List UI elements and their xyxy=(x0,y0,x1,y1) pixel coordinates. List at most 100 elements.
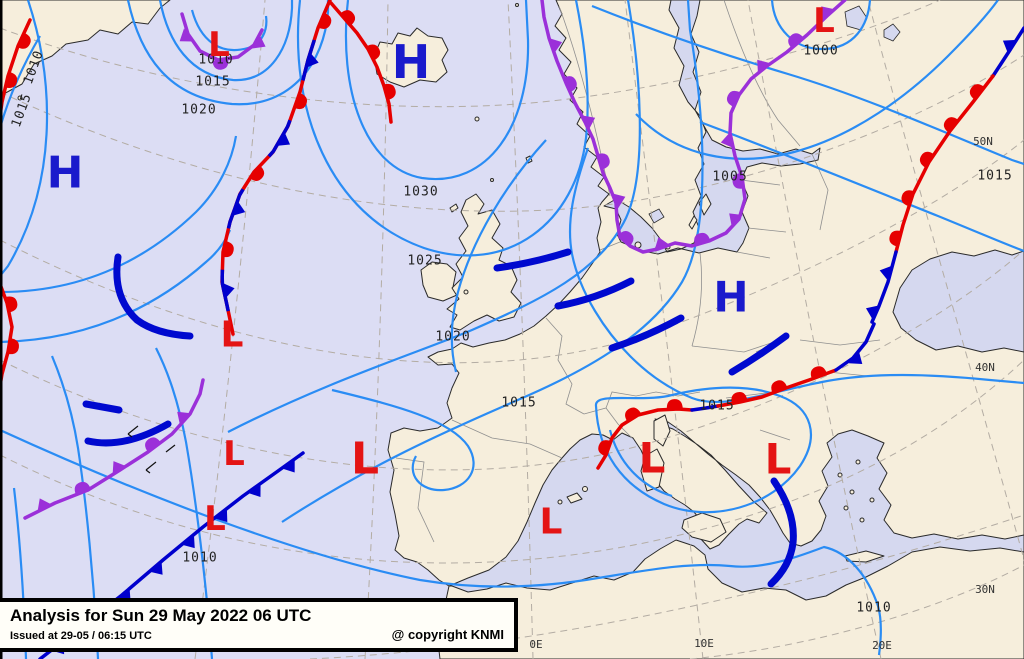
front-symbol-semi xyxy=(318,12,332,29)
front-symbol-semi xyxy=(340,10,356,26)
front-symbol-tri xyxy=(222,282,235,299)
graticule-label: 20E xyxy=(872,639,892,652)
pressure-center-l: L xyxy=(221,315,244,356)
front-symbol-semi xyxy=(625,407,641,422)
front-symbol-tri xyxy=(612,193,626,209)
front-symbol-semi xyxy=(249,165,265,181)
front-symbol-semi xyxy=(563,76,577,93)
front-symbol-semi xyxy=(598,440,611,457)
front-symbol-semi xyxy=(694,232,711,246)
isobar-value-label: 1010 xyxy=(182,551,217,566)
front-symbol-tri xyxy=(149,561,163,575)
front-symbol-semi xyxy=(618,230,634,246)
front-symbol-tri xyxy=(247,483,261,498)
island-orkney xyxy=(490,178,494,182)
front-symbol-semi xyxy=(788,33,804,49)
isobar-value-label: 1030 xyxy=(403,185,438,200)
analysis-title: Analysis for Sun 29 May 2022 06 UTC xyxy=(10,606,312,625)
island-faroe xyxy=(474,116,480,122)
front-po-cold xyxy=(690,404,720,412)
pressure-center-l: L xyxy=(204,499,226,539)
isobar-value-label: 1005 xyxy=(712,170,747,185)
analysis-info-box: Analysis for Sun 29 May 2022 06 UTC Issu… xyxy=(0,598,518,652)
isobar-value-label: 1015 xyxy=(195,75,230,90)
front-symbol-semi xyxy=(383,83,396,100)
front-symbol-tri xyxy=(848,350,863,365)
front-symbol-semi xyxy=(969,84,985,100)
graticule-label: 10E xyxy=(694,637,714,650)
front-symbol-semi xyxy=(145,437,161,453)
front-symbol-semi xyxy=(726,90,741,107)
pressure-center-l: L xyxy=(540,502,563,543)
front-symbol-tri xyxy=(549,38,563,54)
sea-baltic xyxy=(603,0,821,255)
isobar-value-label: 1020 xyxy=(181,103,216,118)
front-symbol-tri xyxy=(177,411,191,426)
pressure-center-l: L xyxy=(813,1,835,41)
land-greenland xyxy=(0,0,171,97)
front-symbol-tri xyxy=(581,115,596,130)
front-symbol-tri xyxy=(306,52,319,68)
isobar-value-label: 1020 xyxy=(435,330,470,345)
isobar-value-label: 1000 xyxy=(803,44,838,59)
graticule-label: 0E xyxy=(529,638,542,651)
graticule-label: 50N xyxy=(973,135,993,148)
island-greenland-skerry xyxy=(17,95,23,101)
graticule-label: 30N xyxy=(975,583,995,596)
island-man xyxy=(463,289,469,295)
front-symbol-tri xyxy=(720,132,734,148)
island-aegean-6 xyxy=(855,459,861,465)
front-symbol-tri xyxy=(865,305,880,321)
map-left-border xyxy=(0,0,3,659)
trough-lines xyxy=(82,248,797,588)
island-ibiza xyxy=(557,499,563,505)
front-east-cold-upper xyxy=(991,26,1024,78)
lake-onega xyxy=(883,23,901,42)
front-symbol-semi xyxy=(366,44,381,61)
pressure-center-l: L xyxy=(639,434,666,483)
island-oland xyxy=(688,215,698,230)
isobar-labels: 1010 1015 1020 1030 1025 1020 1015 1010 1000 1005… xyxy=(9,44,1012,616)
front-symbol-tri xyxy=(252,34,266,49)
lake-vanern xyxy=(648,208,665,224)
island-aegean-5 xyxy=(869,497,875,503)
sea-black xyxy=(892,249,1024,353)
front-symbol-semi xyxy=(666,399,683,410)
pressure-center-h: H xyxy=(392,35,431,89)
front-symbol-tri xyxy=(821,6,835,20)
front-symbol-semi xyxy=(221,241,234,258)
front-symbols xyxy=(5,6,1017,655)
graticule-label: 40N xyxy=(975,361,995,374)
isobar-value-label: 1010 xyxy=(856,601,891,616)
island-sardinia xyxy=(640,448,665,492)
front-symbol-tri xyxy=(281,458,295,473)
isobar-value-label: 1025 xyxy=(407,254,442,269)
front-symbol-tri xyxy=(1002,39,1017,54)
front-symbol-semi xyxy=(731,392,748,404)
front-symbol-tri xyxy=(181,534,195,549)
island-crete xyxy=(844,550,885,563)
island-aegean-2 xyxy=(849,489,855,495)
front-symbol-semi xyxy=(943,117,959,133)
front-symbol-semi xyxy=(294,92,308,110)
island-mallorca xyxy=(566,492,583,504)
front-symbol-tri xyxy=(654,237,670,251)
front-symbol-tri xyxy=(232,200,246,216)
land-great-britain xyxy=(446,193,522,331)
isobar-value-label: 1010 xyxy=(198,53,233,68)
land-iceland xyxy=(373,27,449,88)
pressure-center-l: L xyxy=(223,434,245,474)
front-symbol-tri xyxy=(37,498,52,512)
front-symbol-semi xyxy=(5,296,18,313)
front-symbol-semi xyxy=(732,172,744,189)
front-symbol-semi xyxy=(810,366,827,380)
island-aegean-3 xyxy=(843,505,849,511)
island-sicily xyxy=(681,512,727,543)
isobar-value-label: 1015 xyxy=(699,399,734,414)
island-aegean-1 xyxy=(837,472,843,478)
front-symbol-semi xyxy=(74,481,91,495)
pressure-center-h: H xyxy=(713,273,748,322)
